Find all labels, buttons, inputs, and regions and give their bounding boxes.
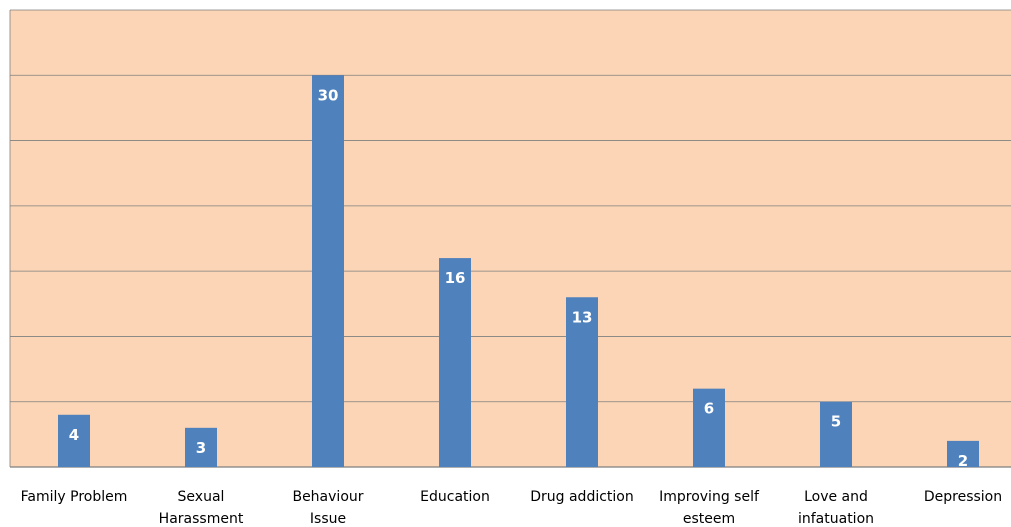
bar-education <box>439 258 471 467</box>
category-label-love-and-infatuation: Love and infatuation <box>798 489 874 527</box>
category-label-depression: Depression <box>924 489 1002 505</box>
bars <box>58 75 979 468</box>
bar-depression <box>947 440 979 467</box>
bar-love-and-infatuation <box>820 401 852 467</box>
data-label-love-and-infatuation: 5 <box>831 413 841 431</box>
category-label-line: Issue <box>310 511 346 527</box>
data-labels: 4 3 30 16 13 6 5 2 <box>69 86 968 470</box>
bar-behaviour-issue <box>312 75 344 468</box>
category-label-line: esteem <box>683 511 735 527</box>
category-label-line: Education <box>420 489 490 505</box>
category-label-line: Love and <box>804 489 868 505</box>
data-label-sexual-harassment: 3 <box>196 439 206 457</box>
bar-improving-self-esteem <box>693 388 725 467</box>
bar-sexual-harassment <box>185 427 217 467</box>
category-label-sexual-harassment: Sexual Harassment <box>159 489 244 527</box>
data-label-family-problem: 4 <box>69 426 79 444</box>
category-label-line: Improving self <box>659 489 760 505</box>
data-label-improving-self-esteem: 6 <box>704 400 714 418</box>
category-label-education: Education <box>420 489 490 505</box>
data-label-drug-addiction: 13 <box>572 308 593 326</box>
bar-drug-addiction <box>566 297 598 467</box>
plot-area <box>10 10 1011 467</box>
category-label-line: Harassment <box>159 511 244 527</box>
category-label-line: Family Problem <box>21 489 128 505</box>
category-label-family-problem: Family Problem <box>21 489 128 505</box>
data-label-education: 16 <box>445 269 466 287</box>
category-label-drug-addiction: Drug addiction <box>530 489 634 505</box>
category-labels: Family Problem Sexual Harassment Behaviour I… <box>21 489 1003 527</box>
data-label-depression: 2 <box>958 452 968 470</box>
category-label-line: Sexual <box>178 489 225 505</box>
category-label-line: Behaviour <box>292 489 363 505</box>
category-label-line: Drug addiction <box>530 489 634 505</box>
bar-family-problem <box>58 414 90 467</box>
category-label-improving-self-esteem: Improving self esteem <box>659 489 760 527</box>
category-label-line: infatuation <box>798 511 874 527</box>
data-label-behaviour-issue: 30 <box>318 86 339 104</box>
category-label-line: Depression <box>924 489 1002 505</box>
category-label-behaviour-issue: Behaviour Issue <box>292 489 363 527</box>
